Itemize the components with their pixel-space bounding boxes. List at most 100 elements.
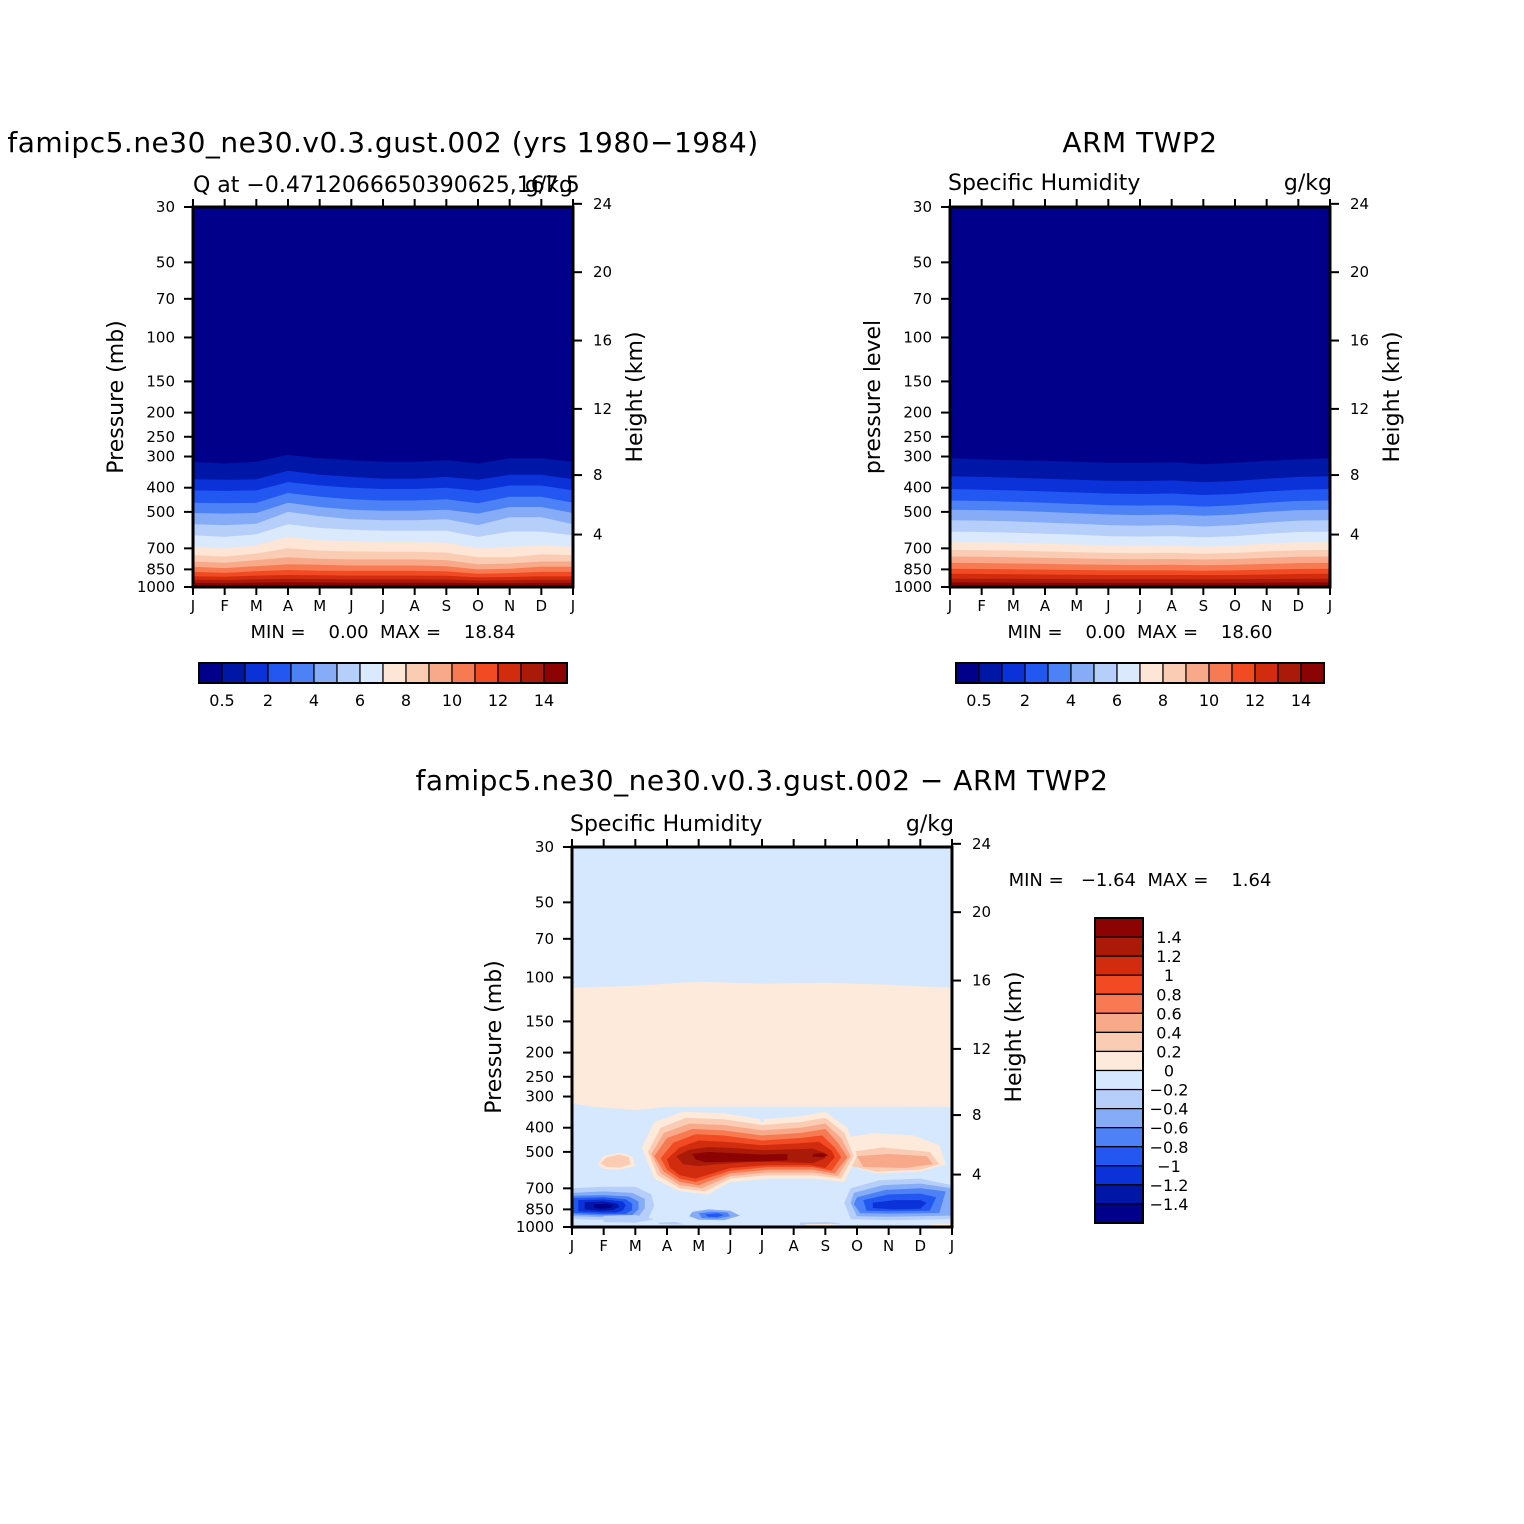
colorbar-swatch [1094,1012,1144,1033]
colorbar-swatch [359,662,384,684]
colorbar-swatch [1116,662,1141,684]
contour-band [692,1151,788,1163]
colorbar-swatch [1094,1203,1144,1224]
y-tick-label: 250 [525,1068,554,1086]
colorbar-label: 12 [488,691,508,710]
colorbar-swatch [978,662,1003,684]
x-tick-label: A [662,1237,673,1255]
colorbar-label: 1.2 [1156,947,1181,966]
y-tick-label: 850 [525,1200,554,1218]
y-tick-label: 500 [903,503,932,521]
y-tick-label: 70 [156,290,175,308]
colorbar-label: 6 [355,691,365,710]
x-tick-label: S [821,1237,831,1255]
contour-band [857,1154,933,1168]
contour-band [705,1213,724,1217]
colorbar-label: −0.2 [1150,1081,1189,1100]
colorbar-swatch [1277,662,1302,684]
y-tick-label: 30 [535,838,554,856]
y-tick-label: 150 [146,372,175,390]
panel2-axes: J F M A M J J A S O N D J 30 50 70 100 150 200 250 300 400 500… [894,195,1369,615]
colorbar-swatch [1094,917,1144,938]
y-tick-label: 850 [903,560,932,578]
x-tick-label: N [1261,597,1272,615]
contour-band [760,1118,765,1123]
panel2-title: ARM TWP2 [1062,126,1217,159]
panel2-y2label: Height (km) [1380,331,1405,462]
x-tick-label: D [1293,597,1305,615]
y-tick-label: 150 [903,372,932,390]
colorbar-swatch [451,662,476,684]
colorbar-swatch [543,662,568,684]
panel1-stats: MIN = 0.00 MAX = 18.84 [251,622,516,643]
panel1-colorbar: 0.5 2 4 6 8 10 12 14 [198,662,568,710]
colorbar-swatch [313,662,338,684]
colorbar-swatch [1024,662,1049,684]
contour-band [594,1203,614,1209]
colorbar-swatch [198,662,223,684]
y-tick-label: 400 [525,1119,554,1137]
y-tick-label: 50 [535,893,554,911]
colorbar-label: −1.2 [1150,1176,1189,1195]
colorbar-label: −1.4 [1150,1195,1189,1214]
x-tick-label: A [283,597,294,615]
contour-band [572,1106,667,1181]
colorbar-swatch [382,662,407,684]
x-tick-label: A [789,1237,800,1255]
y-tick-label: 300 [525,1088,554,1106]
x-tick-label: N [504,597,515,615]
x-tick-label: F [220,597,229,615]
panel3-contour-field [572,847,952,1227]
colorbar-label: 8 [1158,691,1168,710]
panel3-title: famipc5.ne30_ne30.v0.3.gust.002 − ARM TW… [416,764,1109,797]
x-tick-label: M [1007,597,1020,615]
colorbar-label: −0.4 [1150,1100,1189,1119]
y-tick-label: 100 [146,328,175,346]
y-tick-label: 70 [913,290,932,308]
colorbar-swatch [1094,993,1144,1014]
y2-tick-label: 16 [972,972,991,990]
x-tick-label: J [380,597,385,615]
y-tick-label: 250 [146,428,175,446]
x-tick-label: N [883,1237,894,1255]
colorbar-swatch [474,662,499,684]
colorbar-swatch [1094,1050,1144,1072]
colorbar-label: 0.2 [1156,1042,1181,1061]
x-tick-label: J [348,597,353,615]
colorbar-label: 8 [401,691,411,710]
colorbar-swatch [1300,662,1325,684]
y-tick-label: 1000 [516,1218,554,1236]
colorbar-swatch [1094,1108,1144,1129]
y-tick-label: 50 [156,253,175,271]
colorbar-swatch [1094,1184,1144,1205]
colorbar-swatch [1093,662,1118,684]
x-tick-label: J [1105,597,1110,615]
y2-tick-label: 12 [1350,400,1369,418]
x-tick-label: M [692,1237,705,1255]
panel3-y2label: Height (km) [1002,971,1027,1102]
y-tick-label: 100 [525,968,554,986]
panel1-subtitle-right: g/kg [525,173,573,198]
x-tick-label: J [190,597,195,615]
panel3-ylabel: Pressure (mb) [482,960,507,1114]
y2-tick-label: 20 [1350,263,1369,281]
colorbar-label: 0.4 [1156,1023,1181,1042]
contour-band [603,1215,655,1223]
colorbar-swatch [221,662,246,684]
colorbar-frame [1094,917,1144,1224]
colorbar-swatch [405,662,430,684]
colorbar-swatch [1231,662,1256,684]
colorbar-label: 4 [1066,691,1076,710]
y2-tick-label: 12 [593,400,612,418]
colorbar-swatch [1185,662,1210,684]
x-tick-label: D [536,597,548,615]
y-tick-label: 400 [146,479,175,497]
x-tick-label: J [759,1237,764,1255]
colorbar-swatch [1094,1088,1144,1110]
colorbar-swatch [1162,662,1187,684]
y2-tick-label: 24 [972,835,991,853]
x-tick-label: M [1070,597,1083,615]
y2-tick-label: 12 [972,1040,991,1058]
colorbar-label: −1 [1157,1157,1181,1176]
